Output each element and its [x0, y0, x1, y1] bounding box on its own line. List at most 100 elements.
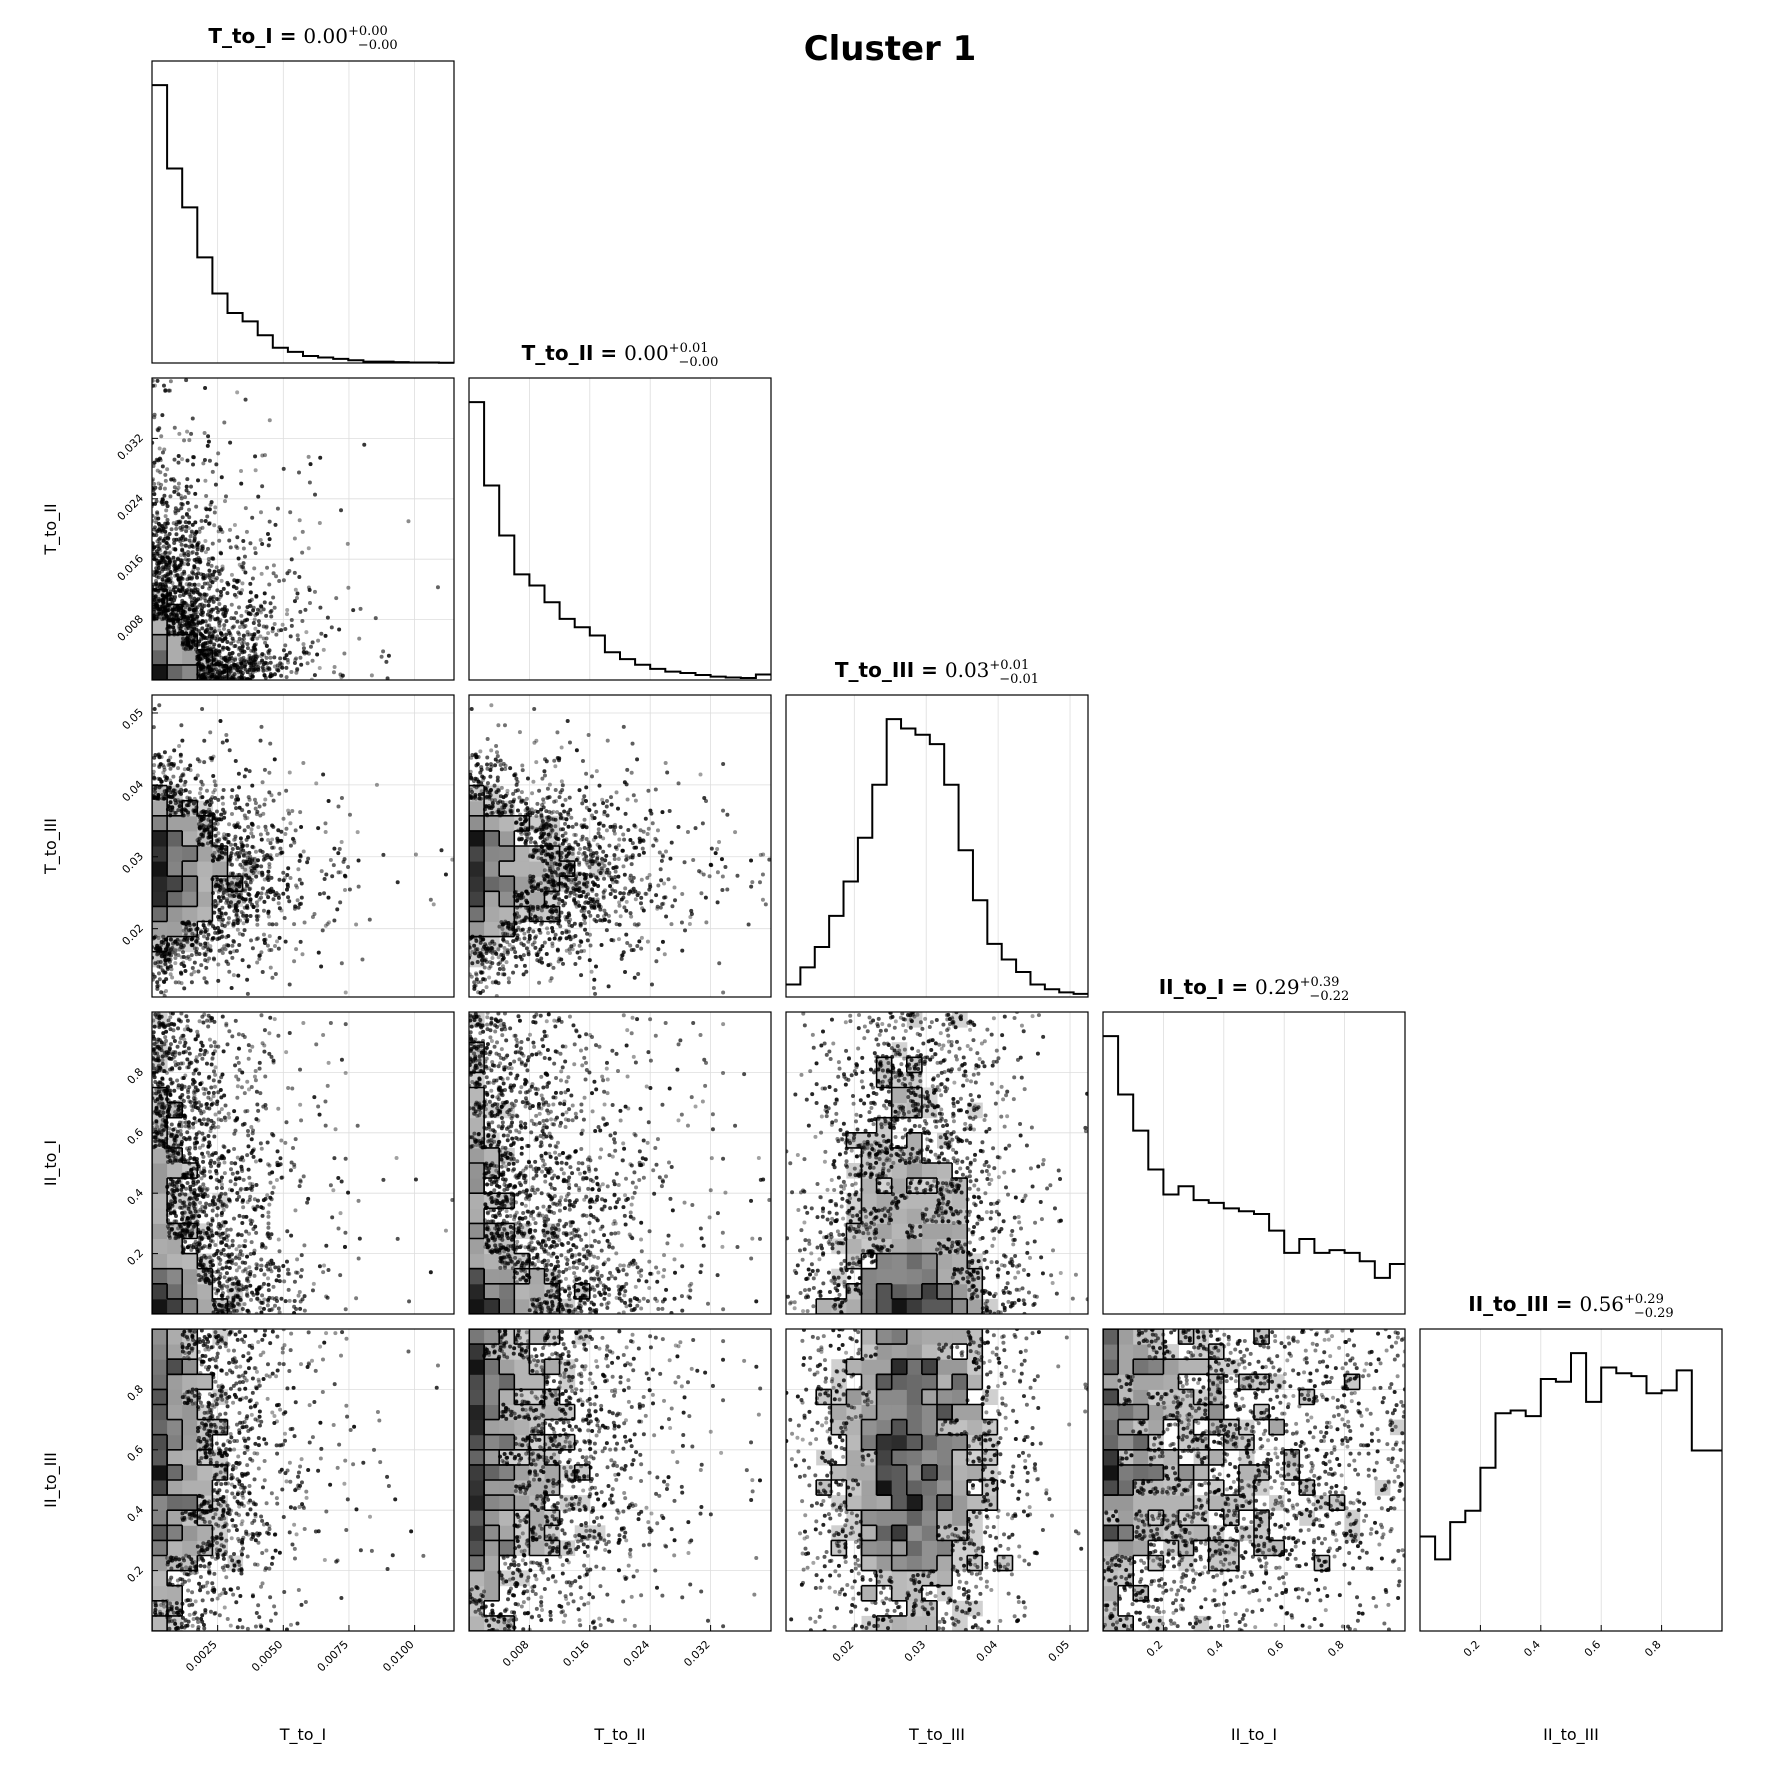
sample-point [235, 918, 240, 923]
sample-point [244, 529, 249, 534]
sample-point [549, 860, 554, 865]
sample-point [626, 827, 631, 832]
sample-point [560, 833, 565, 838]
sample-point [635, 923, 640, 928]
sample-point [602, 863, 607, 868]
sample-point [222, 420, 227, 425]
sample-point [555, 948, 560, 953]
sample-point [222, 944, 227, 949]
sample-point [312, 673, 317, 678]
sample-point [152, 481, 157, 486]
sample-point [209, 636, 214, 641]
sample-point [228, 527, 233, 532]
sample-point [212, 510, 217, 515]
sample-point [325, 1295, 330, 1300]
sample-point [249, 827, 254, 832]
sample-point [179, 723, 184, 728]
sample-point [476, 755, 481, 760]
sample-point [244, 767, 249, 772]
sample-point [224, 935, 229, 940]
sample-point [226, 943, 231, 948]
sample-point [178, 778, 183, 783]
sample-point [211, 924, 216, 929]
sample-point [630, 841, 635, 846]
sample-point [588, 932, 593, 937]
sample-point [560, 841, 565, 846]
sample-point [178, 1095, 183, 1100]
sample-point [241, 640, 246, 645]
sample-point [174, 573, 179, 578]
sample-point [556, 901, 561, 906]
sample-point [297, 858, 302, 863]
sample-point [554, 883, 559, 888]
sample-point [542, 773, 547, 778]
sample-point [200, 656, 205, 661]
sample-point [190, 1108, 195, 1113]
sample-point [156, 599, 161, 604]
sample-point [221, 626, 226, 631]
sample-point [482, 958, 487, 963]
sample-point [196, 478, 201, 483]
sample-point [227, 1265, 232, 1270]
density-cell [197, 1298, 213, 1314]
sample-point [305, 860, 310, 865]
sample-point [224, 738, 229, 743]
sample-point [234, 912, 239, 917]
sample-point [236, 973, 241, 978]
sample-point [249, 648, 254, 653]
sample-point [190, 936, 195, 941]
sample-point [248, 861, 253, 866]
sample-point [579, 949, 584, 954]
sample-point [269, 1258, 274, 1263]
sample-point [332, 846, 337, 851]
sample-point [308, 644, 313, 649]
sample-point [647, 873, 652, 878]
density-cell [152, 1268, 168, 1285]
sample-point [524, 969, 529, 974]
sample-point [200, 606, 205, 611]
sample-point [275, 939, 280, 944]
sample-point [281, 578, 286, 583]
sample-point [635, 943, 640, 948]
sample-point [526, 939, 531, 944]
density-cell [182, 1253, 198, 1270]
sample-point [194, 551, 199, 556]
sample-point [198, 1200, 203, 1205]
sample-point [212, 626, 217, 631]
sample-point [156, 936, 161, 941]
sample-point [180, 527, 185, 532]
sample-point [299, 662, 304, 667]
sample-point [281, 466, 286, 471]
sample-point [255, 654, 260, 659]
sample-point [232, 644, 237, 649]
sample-point [240, 1221, 245, 1226]
sample-point [336, 870, 341, 875]
sample-point [177, 620, 182, 625]
sample-point [262, 1049, 267, 1054]
sample-point [525, 834, 530, 839]
sample-point [553, 870, 558, 875]
sample-point [191, 462, 196, 467]
sample-point [206, 671, 211, 676]
sample-point [225, 640, 230, 645]
sample-point [222, 850, 227, 855]
sample-point [271, 824, 276, 829]
sample-point [253, 651, 258, 656]
sample-point [250, 632, 255, 637]
sample-point [301, 1174, 306, 1179]
sample-point [735, 873, 740, 878]
density-cell [484, 815, 500, 832]
sample-point [184, 378, 189, 383]
sample-point [228, 545, 233, 550]
sample-point [564, 817, 569, 822]
sample-point [245, 883, 250, 888]
sample-point [235, 1170, 240, 1175]
density-cell [167, 906, 183, 922]
sample-point [631, 875, 636, 880]
sample-point [219, 631, 224, 636]
sample-point [184, 511, 189, 516]
sample-point [596, 884, 601, 889]
sample-point [204, 599, 209, 604]
sample-point [234, 1247, 239, 1252]
sample-point [182, 955, 187, 960]
